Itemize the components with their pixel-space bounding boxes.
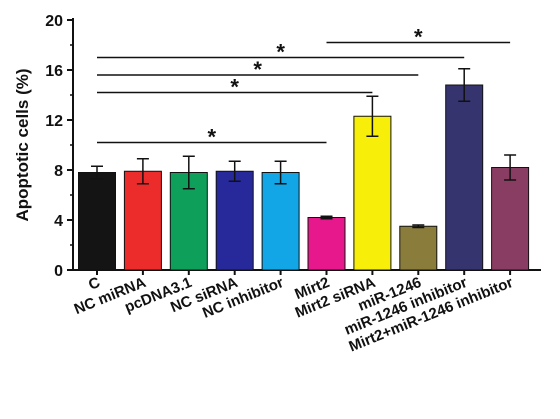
significance-annotations: * * * * * (97, 25, 511, 150)
significance-star: * (230, 75, 239, 100)
y-tick-label: 12 (45, 113, 63, 130)
y-axis-label: Apoptotic cells (%) (13, 68, 32, 221)
bar (491, 167, 530, 271)
y-tick-label: 16 (45, 63, 63, 80)
y-tick-label: 4 (54, 213, 63, 230)
bar (215, 170, 254, 271)
y-tick-label: 0 (54, 263, 63, 280)
y-tick-label: 20 (45, 13, 63, 30)
bar (445, 84, 484, 271)
bar (399, 225, 438, 271)
significance-star: * (253, 57, 262, 82)
significance-star: * (276, 40, 285, 65)
bar (307, 217, 346, 271)
significance-star: * (414, 25, 423, 50)
bar (353, 115, 392, 271)
bar (78, 172, 116, 271)
bar (123, 170, 162, 271)
bar (261, 172, 300, 271)
bars-group (78, 68, 530, 271)
significance-star: * (207, 125, 216, 150)
y-tick-label: 8 (54, 163, 63, 180)
